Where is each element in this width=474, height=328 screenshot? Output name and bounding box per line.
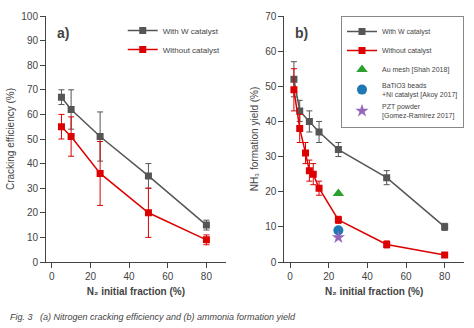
svg-text:BaTiO3 beads+Ni catalyst [Akoy: BaTiO3 beads+Ni catalyst [Akoy 2017] — [382, 82, 457, 99]
svg-text:b): b) — [295, 25, 308, 41]
svg-text:20: 20 — [85, 271, 97, 282]
svg-text:60: 60 — [27, 109, 39, 120]
svg-text:90: 90 — [27, 35, 39, 46]
svg-text:With W catalyst: With W catalyst — [163, 27, 219, 36]
svg-text:40: 40 — [124, 271, 136, 282]
svg-text:80: 80 — [201, 271, 213, 282]
svg-text:70: 70 — [27, 84, 39, 95]
svg-text:10: 10 — [27, 232, 39, 243]
svg-text:40: 40 — [362, 271, 374, 282]
svg-text:0: 0 — [49, 271, 55, 282]
svg-text:Cracking efficiency (%): Cracking efficiency (%) — [5, 88, 16, 190]
svg-text:Without catalyst: Without catalyst — [163, 46, 220, 55]
svg-text:Au mesh [Shah 2018]: Au mesh [Shah 2018] — [382, 66, 449, 74]
svg-text:N₂ initial fraction (%): N₂ initial fraction (%) — [325, 286, 423, 297]
svg-text:Fig. 3 (a) Nitrogen cracking: Fig. 3 (a) Nitrogen cracking efficiency … — [10, 312, 296, 322]
svg-text:20: 20 — [323, 271, 335, 282]
svg-text:0: 0 — [32, 257, 38, 268]
svg-text:60: 60 — [265, 46, 277, 57]
svg-text:80: 80 — [439, 271, 451, 282]
svg-text:60: 60 — [162, 271, 174, 282]
svg-text:70: 70 — [265, 11, 277, 22]
svg-text:10: 10 — [265, 221, 277, 232]
svg-text:80: 80 — [27, 60, 39, 71]
svg-text:With W catalyst: With W catalyst — [382, 28, 430, 36]
svg-text:40: 40 — [27, 158, 39, 169]
svg-text:0: 0 — [287, 271, 293, 282]
svg-text:a): a) — [57, 25, 69, 41]
svg-text:50: 50 — [27, 134, 39, 145]
svg-text:40: 40 — [265, 116, 277, 127]
svg-text:50: 50 — [265, 81, 277, 92]
svg-text:Without catalyst: Without catalyst — [382, 47, 431, 55]
svg-text:20: 20 — [265, 186, 277, 197]
svg-text:100: 100 — [21, 11, 38, 22]
svg-text:0: 0 — [271, 257, 277, 268]
svg-text:60: 60 — [400, 271, 412, 282]
svg-text:30: 30 — [265, 151, 277, 162]
svg-text:N₂ initial fraction (%): N₂ initial fraction (%) — [87, 286, 185, 297]
svg-text:NH₃ formation yield (%): NH₃ formation yield (%) — [249, 87, 260, 192]
svg-text:PZT powder[Gomez-Ramirez 2017]: PZT powder[Gomez-Ramirez 2017] — [382, 103, 454, 120]
svg-text:30: 30 — [27, 183, 39, 194]
svg-text:20: 20 — [27, 207, 39, 218]
